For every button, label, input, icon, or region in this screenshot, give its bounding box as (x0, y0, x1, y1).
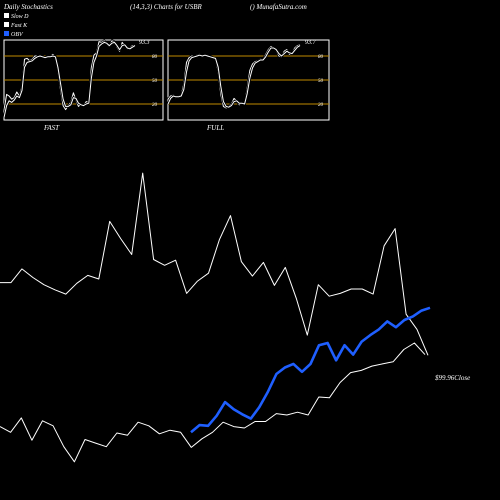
full-series-lines (166, 43, 301, 110)
last-price-close-word: Close (454, 374, 470, 382)
legend: Slow D Fast K OBV (4, 13, 29, 38)
fast-level-label-80: 80 (152, 55, 158, 60)
fast-series-lines (2, 39, 136, 118)
site-name: () MunafaSutra.com (250, 3, 307, 11)
legend-label-fast-k: Fast K (10, 23, 28, 29)
close-line (0, 342, 426, 463)
legend-label-slow-d: Slow D (11, 14, 29, 20)
fast-stochastics-panel: 20 50 80 93.3 FAST (2, 39, 164, 132)
last-price-value: $99.96 (435, 374, 455, 382)
full-end-value-label: 93.7 (305, 40, 317, 46)
price-line (0, 172, 429, 356)
fast-panel-caption: FAST (43, 124, 60, 132)
full-level-label-20: 20 (318, 103, 324, 108)
legend-label-obv: OBV (11, 32, 24, 38)
full-panel-caption: FULL (206, 124, 224, 132)
legend-swatch-slow-d (4, 13, 9, 18)
chart-params: (14,3,3) Charts for USBR (130, 3, 202, 11)
price-obv-panel: $99.96Close (0, 172, 470, 463)
legend-swatch-fast-k (4, 22, 9, 27)
legend-swatch-obv (4, 31, 9, 36)
last-price-label: $99.96Close (435, 374, 470, 382)
fast-end-value-label: 93.3 (139, 40, 150, 46)
fast-level-label-20: 20 (152, 103, 158, 108)
full-level-label-50: 50 (318, 79, 324, 84)
fast-series-line-1 (3, 41, 136, 118)
full-level-label-80: 80 (318, 55, 324, 60)
full-series-line-1 (167, 45, 301, 108)
obv-line (190, 306, 431, 434)
full-stochastics-panel: 20 50 80 93.7 FULL (166, 39, 330, 132)
chart-title: Daily Stochastics (3, 3, 53, 11)
fast-series-line-0 (3, 40, 135, 111)
price-series-lines (0, 172, 431, 463)
fast-level-label-50: 50 (152, 79, 158, 84)
